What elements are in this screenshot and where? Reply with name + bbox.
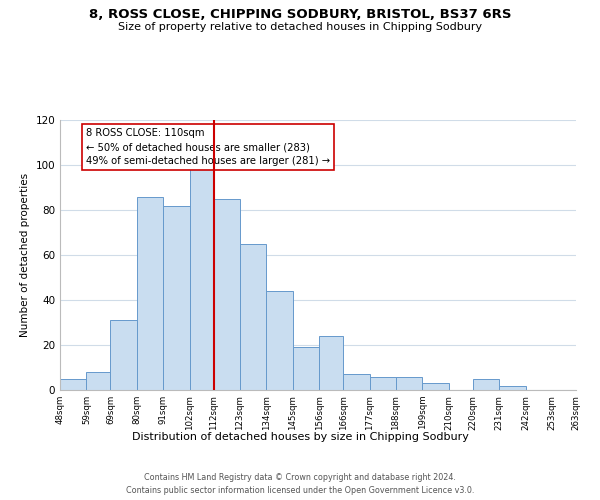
Text: Size of property relative to detached houses in Chipping Sodbury: Size of property relative to detached ho… <box>118 22 482 32</box>
Bar <box>319 336 343 390</box>
Bar <box>343 374 370 390</box>
Text: Distribution of detached houses by size in Chipping Sodbury: Distribution of detached houses by size … <box>131 432 469 442</box>
Bar <box>499 386 526 390</box>
Bar <box>293 347 319 390</box>
Bar <box>266 291 293 390</box>
Bar <box>422 383 449 390</box>
Text: 8, ROSS CLOSE, CHIPPING SODBURY, BRISTOL, BS37 6RS: 8, ROSS CLOSE, CHIPPING SODBURY, BRISTOL… <box>89 8 511 20</box>
Bar <box>190 167 214 390</box>
Bar <box>240 244 266 390</box>
Bar <box>137 196 163 390</box>
Text: 8 ROSS CLOSE: 110sqm
← 50% of detached houses are smaller (283)
49% of semi-deta: 8 ROSS CLOSE: 110sqm ← 50% of detached h… <box>86 128 330 166</box>
Bar <box>370 376 396 390</box>
Y-axis label: Number of detached properties: Number of detached properties <box>20 173 30 337</box>
Bar <box>214 198 240 390</box>
Bar <box>163 206 190 390</box>
Bar <box>396 376 422 390</box>
Bar <box>473 379 499 390</box>
Bar <box>86 372 110 390</box>
Bar <box>60 379 86 390</box>
Bar <box>110 320 137 390</box>
Text: Contains HM Land Registry data © Crown copyright and database right 2024.
Contai: Contains HM Land Registry data © Crown c… <box>126 474 474 495</box>
